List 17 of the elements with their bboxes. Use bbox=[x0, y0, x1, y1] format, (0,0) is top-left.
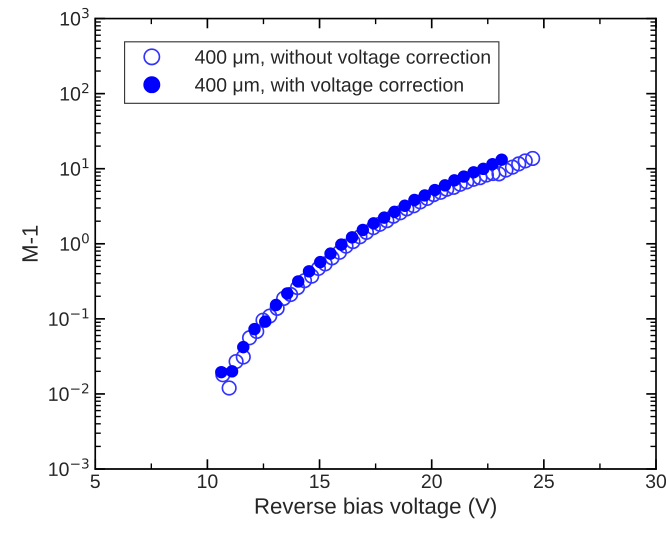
x-tick-label: 25 bbox=[534, 474, 554, 488]
x-tick-label: 20 bbox=[422, 474, 442, 488]
y-tick-label: 10$^{−2}$ bbox=[49, 383, 88, 402]
x-tick-label: 5 bbox=[90, 474, 100, 488]
y-tick-label: 10$^{−3}$ bbox=[49, 458, 89, 476]
x-tick-label: 30 bbox=[646, 474, 666, 488]
x-tick-label: 15 bbox=[310, 474, 330, 488]
y-tick-label: 10$^{0}$ bbox=[60, 233, 89, 251]
y-tick-label: 10$^{−1}$ bbox=[49, 308, 88, 326]
x-tick-label: 10 bbox=[198, 474, 218, 488]
y-tick-label: 10$^{1}$ bbox=[60, 158, 88, 176]
y-tick-label: 10$^{2}$ bbox=[60, 82, 88, 101]
y-tick-label: 10$^{3}$ bbox=[60, 8, 89, 26]
x-axis-title: Reverse bias voltage (V) bbox=[256, 498, 496, 518]
legend-label: 400 μm, without voltage correction bbox=[195, 50, 490, 68]
y-axis-title: M-1 bbox=[22, 226, 38, 262]
legend-label: 400 μm, with voltage correction bbox=[195, 77, 463, 96]
